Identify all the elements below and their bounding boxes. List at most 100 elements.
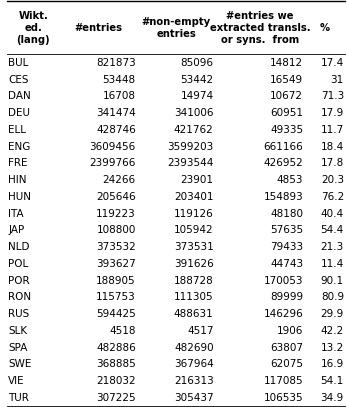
Text: 205646: 205646	[96, 192, 136, 202]
Text: 482886: 482886	[96, 343, 136, 352]
Text: 31: 31	[331, 74, 344, 85]
Text: 16549: 16549	[270, 74, 303, 85]
Text: 106535: 106535	[264, 393, 303, 403]
Text: 594425: 594425	[96, 309, 136, 319]
Text: 14974: 14974	[180, 91, 214, 101]
Text: 373532: 373532	[96, 242, 136, 252]
Text: HUN: HUN	[8, 192, 31, 202]
Text: 4853: 4853	[277, 175, 303, 185]
Text: 34.9: 34.9	[321, 393, 344, 403]
Text: 216313: 216313	[174, 376, 214, 386]
Text: 23901: 23901	[181, 175, 214, 185]
Text: SWE: SWE	[8, 359, 32, 369]
Text: 368885: 368885	[96, 359, 136, 369]
Text: 79433: 79433	[270, 242, 303, 252]
Text: 54.1: 54.1	[321, 376, 344, 386]
Text: 17.8: 17.8	[321, 158, 344, 168]
Text: ITA: ITA	[8, 208, 24, 219]
Text: 3609456: 3609456	[90, 142, 136, 151]
Text: 13.2: 13.2	[321, 343, 344, 352]
Text: 49335: 49335	[270, 125, 303, 135]
Text: FRE: FRE	[8, 158, 28, 168]
Text: 53442: 53442	[180, 74, 214, 85]
Text: DAN: DAN	[8, 91, 31, 101]
Text: 53448: 53448	[103, 74, 136, 85]
Text: 60951: 60951	[270, 108, 303, 118]
Text: 305437: 305437	[174, 393, 214, 403]
Text: 29.9: 29.9	[321, 309, 344, 319]
Text: 11.7: 11.7	[321, 125, 344, 135]
Text: 14812: 14812	[270, 58, 303, 68]
Text: 57635: 57635	[270, 225, 303, 235]
Text: 426952: 426952	[263, 158, 303, 168]
Text: 44743: 44743	[270, 259, 303, 269]
Text: 111305: 111305	[174, 292, 214, 302]
Text: TUR: TUR	[8, 393, 29, 403]
Text: ELL: ELL	[8, 125, 26, 135]
Text: 373531: 373531	[174, 242, 214, 252]
Text: %: %	[320, 23, 330, 33]
Text: 80.9: 80.9	[321, 292, 344, 302]
Text: 48180: 48180	[270, 208, 303, 219]
Text: 188905: 188905	[96, 276, 136, 286]
Text: 3599203: 3599203	[167, 142, 214, 151]
Text: 20.3: 20.3	[321, 175, 344, 185]
Text: 4518: 4518	[109, 326, 136, 336]
Text: 76.2: 76.2	[321, 192, 344, 202]
Text: 24266: 24266	[103, 175, 136, 185]
Text: 90.1: 90.1	[321, 276, 344, 286]
Text: 54.4: 54.4	[321, 225, 344, 235]
Text: DEU: DEU	[8, 108, 30, 118]
Text: 42.2: 42.2	[321, 326, 344, 336]
Text: 108800: 108800	[96, 225, 136, 235]
Text: 17.4: 17.4	[321, 58, 344, 68]
Text: 170053: 170053	[264, 276, 303, 286]
Text: #non-empty
entries: #non-empty entries	[142, 17, 211, 39]
Text: 1906: 1906	[277, 326, 303, 336]
Text: #entries we
extracted transls.
or syns.  from: #entries we extracted transls. or syns. …	[210, 11, 310, 45]
Text: 119126: 119126	[174, 208, 214, 219]
Text: 115753: 115753	[96, 292, 136, 302]
Text: 2399766: 2399766	[90, 158, 136, 168]
Text: BUL: BUL	[8, 58, 29, 68]
Text: VIE: VIE	[8, 376, 25, 386]
Text: 17.9: 17.9	[321, 108, 344, 118]
Text: 62075: 62075	[270, 359, 303, 369]
Text: SLK: SLK	[8, 326, 27, 336]
Text: 71.3: 71.3	[321, 91, 344, 101]
Text: NLD: NLD	[8, 242, 30, 252]
Text: 428746: 428746	[96, 125, 136, 135]
Text: CES: CES	[8, 74, 29, 85]
Text: 218032: 218032	[96, 376, 136, 386]
Text: 105942: 105942	[174, 225, 214, 235]
Text: 16708: 16708	[103, 91, 136, 101]
Text: POL: POL	[8, 259, 28, 269]
Text: 16.9: 16.9	[321, 359, 344, 369]
Text: 421762: 421762	[174, 125, 214, 135]
Text: 146296: 146296	[263, 309, 303, 319]
Text: 341474: 341474	[96, 108, 136, 118]
Text: SPA: SPA	[8, 343, 28, 352]
Text: POR: POR	[8, 276, 30, 286]
Text: 367964: 367964	[174, 359, 214, 369]
Text: 821873: 821873	[96, 58, 136, 68]
Text: 307225: 307225	[96, 393, 136, 403]
Text: 11.4: 11.4	[321, 259, 344, 269]
Text: 391626: 391626	[174, 259, 214, 269]
Text: ENG: ENG	[8, 142, 31, 151]
Text: 40.4: 40.4	[321, 208, 344, 219]
Text: HIN: HIN	[8, 175, 27, 185]
Text: 85096: 85096	[181, 58, 214, 68]
Text: 154893: 154893	[263, 192, 303, 202]
Text: 661166: 661166	[263, 142, 303, 151]
Text: 10672: 10672	[270, 91, 303, 101]
Text: 188728: 188728	[174, 276, 214, 286]
Text: 341006: 341006	[174, 108, 214, 118]
Text: 117085: 117085	[264, 376, 303, 386]
Text: 203401: 203401	[174, 192, 214, 202]
Text: 2393544: 2393544	[167, 158, 214, 168]
Text: #entries: #entries	[74, 23, 122, 33]
Text: 4517: 4517	[187, 326, 214, 336]
Text: 482690: 482690	[174, 343, 214, 352]
Text: 63807: 63807	[270, 343, 303, 352]
